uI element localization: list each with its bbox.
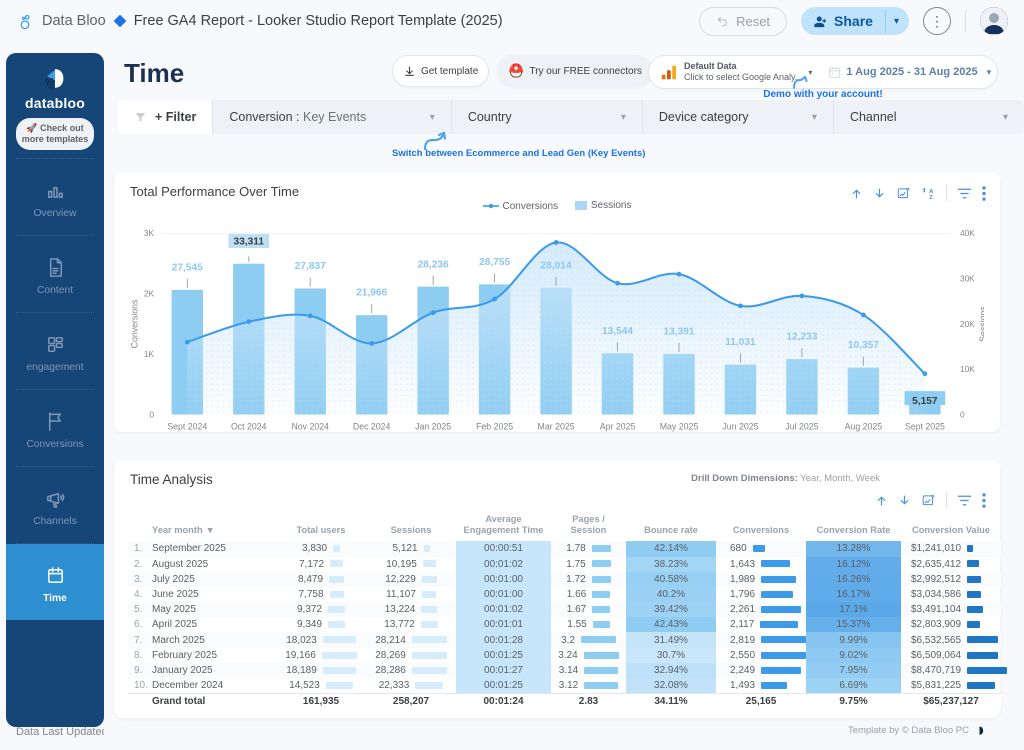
svg-text:Conversions: Conversions — [130, 299, 139, 348]
svg-text:30K: 30K — [960, 273, 975, 283]
svg-text:2K: 2K — [144, 289, 155, 299]
svg-text:27,837: 27,837 — [295, 261, 326, 272]
svg-text:Mar 2025: Mar 2025 — [538, 421, 575, 431]
svg-text:11,031: 11,031 — [725, 337, 756, 348]
svg-text:13,544: 13,544 — [602, 326, 633, 337]
svg-text:20K: 20K — [960, 319, 975, 329]
svg-text:0: 0 — [960, 409, 965, 419]
svg-text:21,966: 21,966 — [356, 288, 387, 299]
svg-text:28,014: 28,014 — [541, 260, 572, 271]
svg-text:0: 0 — [149, 409, 154, 419]
svg-text:Z: Z — [929, 194, 933, 199]
svg-text:Feb 2025: Feb 2025 — [476, 421, 513, 431]
svg-text:10K: 10K — [960, 364, 975, 374]
svg-text:33,311: 33,311 — [234, 236, 265, 247]
svg-text:5,157: 5,157 — [912, 396, 938, 407]
svg-text:13,391: 13,391 — [663, 327, 694, 338]
svg-text:May 2025: May 2025 — [660, 421, 699, 431]
svg-text:27,545: 27,545 — [172, 262, 203, 273]
svg-text:A: A — [929, 188, 934, 194]
svg-text:Apr 2025: Apr 2025 — [600, 421, 636, 431]
svg-text:Jul 2025: Jul 2025 — [785, 421, 818, 431]
svg-text:Sessions: Sessions — [978, 306, 984, 342]
svg-text:3K: 3K — [144, 228, 155, 238]
svg-text:1K: 1K — [144, 349, 155, 359]
svg-text:Nov 2024: Nov 2024 — [291, 421, 329, 431]
svg-text:12,233: 12,233 — [786, 332, 817, 343]
svg-text:Oct 2024: Oct 2024 — [231, 421, 267, 431]
svg-text:28,236: 28,236 — [418, 259, 449, 270]
svg-text:Sept 2025: Sept 2025 — [905, 421, 945, 431]
svg-text:Dec 2024: Dec 2024 — [353, 421, 391, 431]
svg-text:10,357: 10,357 — [848, 340, 879, 351]
svg-text:28,755: 28,755 — [479, 257, 510, 268]
svg-text:Jan 2025: Jan 2025 — [415, 421, 451, 431]
svg-text:40K: 40K — [960, 228, 975, 238]
svg-text:Sept 2024: Sept 2024 — [167, 421, 207, 431]
svg-text:Aug 2025: Aug 2025 — [845, 421, 883, 431]
svg-text:Jun 2025: Jun 2025 — [722, 421, 758, 431]
